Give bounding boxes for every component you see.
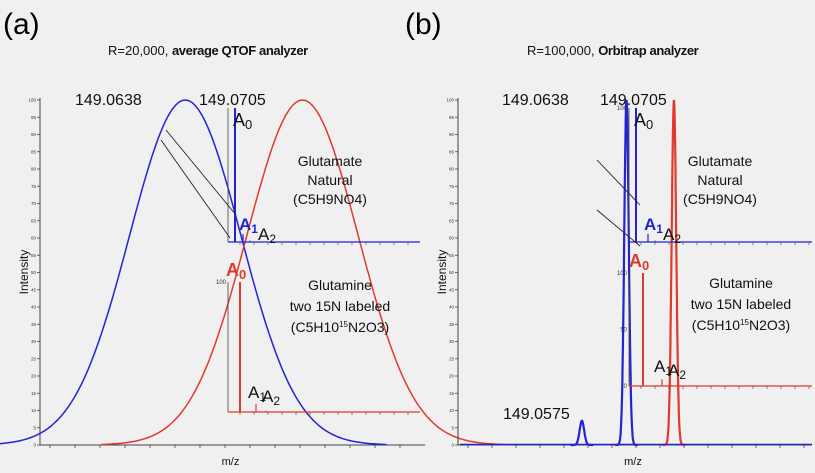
panel-a-y-tick-label: 10 [31, 408, 37, 413]
panel-b-inset-glutamate-y-tick-label: 100 [617, 106, 628, 112]
panel-a-y-tick-label: 60 [31, 236, 37, 241]
panel-a-inset-glutamate-label-A0: A0 [233, 110, 252, 132]
panel-a-y-tick-label: 95 [31, 115, 37, 120]
panel-a-y-tick-label: 100 [28, 98, 36, 103]
panel-a-y-tick-label: 80 [31, 167, 37, 172]
panel-b-y-tick-label: 100 [446, 98, 454, 103]
panel-b-y-tick-label: 85 [449, 149, 455, 154]
panel-b-peak-label-149.0638: 149.0638 [502, 92, 569, 109]
panel-a-title: R=20,000, average QTOF analyzer [108, 43, 308, 58]
panel-a-inset-glutamine-compound-name: Glutamine [308, 277, 372, 293]
panel-b-inset-glutamine-y-tick-label: 0 [624, 384, 628, 390]
panel-b-inset-glutamate-formula: (C5H9NO4) [683, 191, 757, 207]
panel-a-inset-glutamine-label-A1: A1 [248, 383, 266, 404]
panel-a-y-axis-label: Intensity [17, 250, 31, 295]
panel-a-y-tick-label: 55 [31, 253, 37, 258]
panel-a-inset-glutamine-label-A2: A2 [262, 387, 280, 408]
panel-b-y-tick-label: 75 [449, 184, 455, 189]
panel-b-peak-149.0575 [570, 419, 594, 447]
panel-b-y-tick-label: 60 [449, 236, 455, 241]
panel-a-connector-line [165, 129, 237, 216]
panel-a-y-tick-label: 20 [31, 374, 37, 379]
panel-a-title-prefix: R=20,000, [108, 43, 172, 58]
panel-a-inset-glutamate-formula: (C5H9NO4) [293, 191, 367, 207]
panel-b-y-tick-label: 35 [449, 322, 455, 327]
panel-a-inset-glutamine-label-A0: A0 [226, 260, 246, 282]
panel-a-inset-glutamate-label-A2: A2 [258, 225, 276, 246]
panel-b-inset-glutamine-formula: (C5H1015N2O3) [692, 317, 790, 333]
panel-a-peak-149.0638 [0, 99, 387, 446]
panel-a-y-tick-label: 65 [31, 218, 37, 223]
panel-b-title: R=100,000, Orbitrap analyzer [527, 43, 699, 58]
panel-b-connector-line [596, 209, 641, 247]
panel-b-connector-line [596, 159, 641, 206]
panel-b-y-tick-label: 80 [449, 167, 455, 172]
panel-b-y-tick-label: 30 [449, 339, 455, 344]
panel-b-title-analyzer: Orbitrap analyzer [598, 43, 699, 58]
panel-a-peak-label-149.0638: 149.0638 [75, 92, 142, 109]
panel-b-x-axis-label: m/z [624, 456, 642, 468]
panel-a-label: (a) [3, 8, 40, 41]
panel-b-peak-label-149.0575: 149.0575 [503, 406, 570, 423]
panel-a-y-tick-label: 45 [31, 287, 37, 292]
panel-a-inset-glutamate-label-A1: A1 [239, 215, 258, 236]
panel-a-y-tick-label: 40 [31, 305, 37, 310]
panel-a-y-tick-label: 50 [31, 270, 37, 275]
panel-b-y-tick-label: 95 [449, 115, 455, 120]
panel-a-connector-line [160, 139, 231, 239]
panel-a-y-tick-label: 75 [31, 184, 37, 189]
panel-b-inset-glutamine-compound-name: Glutamine [709, 275, 773, 291]
panel-b-inset-glutamine-label-A1: A1 [654, 357, 672, 378]
panel-a-inset-glutamate-compound-type: Natural [307, 172, 352, 188]
panel-b-y-tick-label: 45 [449, 287, 455, 292]
panel-b-inset-glutamine-y-tick-label: 100 [617, 271, 628, 277]
panel-b-inset-glutamate-compound-type: Natural [697, 172, 742, 188]
panel-b-inset-glutamate-label-A1: A1 [644, 215, 663, 236]
panel-b-y-tick-label: 0 [451, 443, 454, 448]
panel-b-inset-glutamine-y-tick-label: 50 [620, 328, 627, 334]
panel-b-inset-glutamate-compound-name: Glutamate [688, 153, 753, 169]
panel-b-y-tick-label: 25 [449, 356, 455, 361]
panel-b-y-tick-label: 70 [449, 201, 455, 206]
panel-b-y-tick-label: 40 [449, 305, 455, 310]
panel-a-y-tick-label: 90 [31, 132, 37, 137]
panel-b-title-prefix: R=100,000, [527, 43, 599, 58]
panel-a-y-tick-label: 35 [31, 322, 37, 327]
panel-a-peak-149.0705 [101, 99, 504, 446]
panel-b-y-axis-label: Intensity [435, 250, 449, 295]
panel-a-y-tick-label: 85 [31, 149, 37, 154]
panel-b-inset-glutamate-label-A0: A0 [634, 110, 653, 132]
panel-b-peak-149.0705 [662, 99, 686, 447]
panel-b-label: (b) [405, 8, 442, 41]
panel-a-inset-glutamine-compound-type: two 15N labeled [290, 298, 390, 314]
panel-a-peak-label-149.0705: 149.0705 [199, 92, 266, 109]
panel-b-y-tick-label: 90 [449, 132, 455, 137]
panel-a-title-analyzer: average QTOF analyzer [171, 43, 308, 58]
panel-b-y-tick-label: 55 [449, 253, 455, 258]
panel-b-inset-glutamate-label-A2: A2 [663, 225, 681, 246]
panel-a-y-tick-label: 5 [33, 425, 36, 430]
panel-a-inset-glutamine-y-tick-label: 100 [216, 280, 227, 286]
panel-a-x-axis-label: m/z [222, 456, 240, 468]
panel-b-y-tick-label: 50 [449, 270, 455, 275]
panel-a-y-tick-label: 0 [33, 443, 36, 448]
panel-a-y-tick-label: 70 [31, 201, 37, 206]
panel-a-inset-glutamate-compound-name: Glutamate [298, 153, 363, 169]
panel-b-y-tick-label: 20 [449, 374, 455, 379]
panel-a-y-tick-label: 25 [31, 356, 37, 361]
panel-b-y-tick-label: 15 [449, 391, 455, 396]
panel-b-y-tick-label: 65 [449, 218, 455, 223]
panel-b-peak-label-149.0705: 149.0705 [600, 92, 667, 109]
panel-b-inset-glutamine-label-A0: A0 [629, 251, 649, 273]
panel-a-y-tick-label: 30 [31, 339, 37, 344]
panel-a-y-tick-label: 15 [31, 391, 37, 396]
panel-b-y-tick-label: 10 [449, 408, 455, 413]
panel-a-inset-glutamine-formula: (C5H1015N2O3) [291, 319, 389, 335]
panel-b-y-tick-label: 5 [451, 425, 454, 430]
panel-b-inset-glutamine-compound-type: two 15N labeled [691, 296, 791, 312]
panel-b-inset-glutamine-label-A2: A2 [668, 361, 686, 382]
